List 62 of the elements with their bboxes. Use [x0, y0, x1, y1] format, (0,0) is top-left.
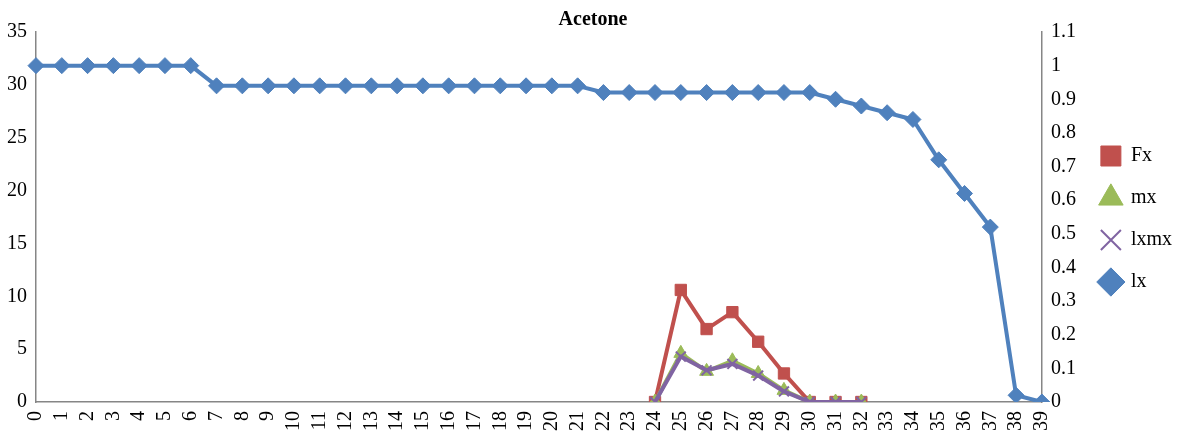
x-tick-label: 29 [771, 411, 794, 431]
y2-tick-label: 0.9 [1050, 86, 1076, 109]
x-tick-label: 22 [590, 411, 613, 431]
x-tick-label: 1 [49, 411, 72, 421]
x-tick-label: 34 [900, 411, 923, 431]
x-tick-label: 30 [797, 411, 820, 431]
x-tick-label: 9 [255, 411, 278, 421]
y2-tick-label: 1.1 [1050, 19, 1076, 42]
x-tick-label: 36 [951, 411, 974, 431]
x-tick-label: 27 [719, 411, 742, 431]
y2-tick-label: 1 [1050, 52, 1061, 75]
x-tick-label: 21 [564, 411, 587, 431]
y-tick-label: 10 [7, 283, 27, 306]
x-tick-label: 24 [642, 411, 665, 431]
x-tick-label: 39 [1029, 411, 1052, 431]
y-tick-label: 20 [7, 177, 27, 200]
y2-tick-label: 0.7 [1050, 153, 1076, 176]
y-tick-label: 30 [7, 72, 27, 95]
x-tick-label: 38 [1003, 411, 1026, 431]
y2-tick-label: 0.6 [1050, 187, 1076, 210]
x-tick-label: 31 [822, 411, 845, 431]
x-tick-label: 28 [745, 411, 768, 431]
x-tick-label: 8 [229, 411, 252, 421]
y-tick-label: 5 [17, 336, 27, 359]
x-tick-label: 17 [461, 411, 484, 431]
x-tick-label: 32 [848, 411, 871, 431]
x-tick-label: 23 [616, 411, 639, 431]
x-tick-label: 2 [74, 411, 97, 421]
x-tick-label: 4 [126, 411, 149, 421]
x-tick-label: 5 [152, 411, 175, 421]
y-tick-label: 15 [7, 230, 27, 253]
x-tick-label: 14 [384, 411, 407, 431]
x-tick-label: 25 [668, 411, 691, 431]
x-tick-label: 26 [693, 411, 716, 431]
x-tick-label: 10 [281, 411, 304, 431]
x-tick-label: 7 [203, 411, 226, 421]
y2-tick-label: 0.5 [1050, 221, 1076, 244]
chart-title: Acetone [558, 7, 628, 30]
y-tick-label: 35 [7, 19, 27, 42]
x-tick-label: 12 [332, 411, 355, 431]
y2-tick-label: 0.3 [1050, 288, 1076, 311]
x-tick-label: 13 [358, 411, 381, 431]
x-tick-label: 33 [874, 411, 897, 431]
x-tick-label: 20 [539, 411, 562, 431]
y-tick-label: 25 [7, 124, 27, 147]
legend-label: Fx [1130, 143, 1153, 166]
y2-tick-label: 0.1 [1050, 355, 1076, 378]
x-tick-label: 19 [513, 411, 536, 431]
x-tick-label: 11 [306, 411, 329, 431]
x-tick-label: 37 [977, 411, 1000, 431]
x-tick-label: 3 [100, 411, 123, 421]
x-tick-label: 35 [925, 411, 948, 431]
x-tick-label: 6 [178, 411, 200, 421]
x-tick-label: 15 [410, 411, 433, 431]
x-tick-label: 16 [435, 411, 458, 431]
y2-tick-label: 0.8 [1050, 120, 1076, 143]
y2-tick-label: 0.2 [1050, 321, 1076, 344]
legend-label: lx [1130, 269, 1147, 292]
legend-label: lxmx [1130, 227, 1173, 250]
legend-label: mx [1130, 185, 1157, 208]
x-tick-label: 18 [487, 411, 510, 431]
y2-tick-label: 0.4 [1050, 254, 1076, 277]
